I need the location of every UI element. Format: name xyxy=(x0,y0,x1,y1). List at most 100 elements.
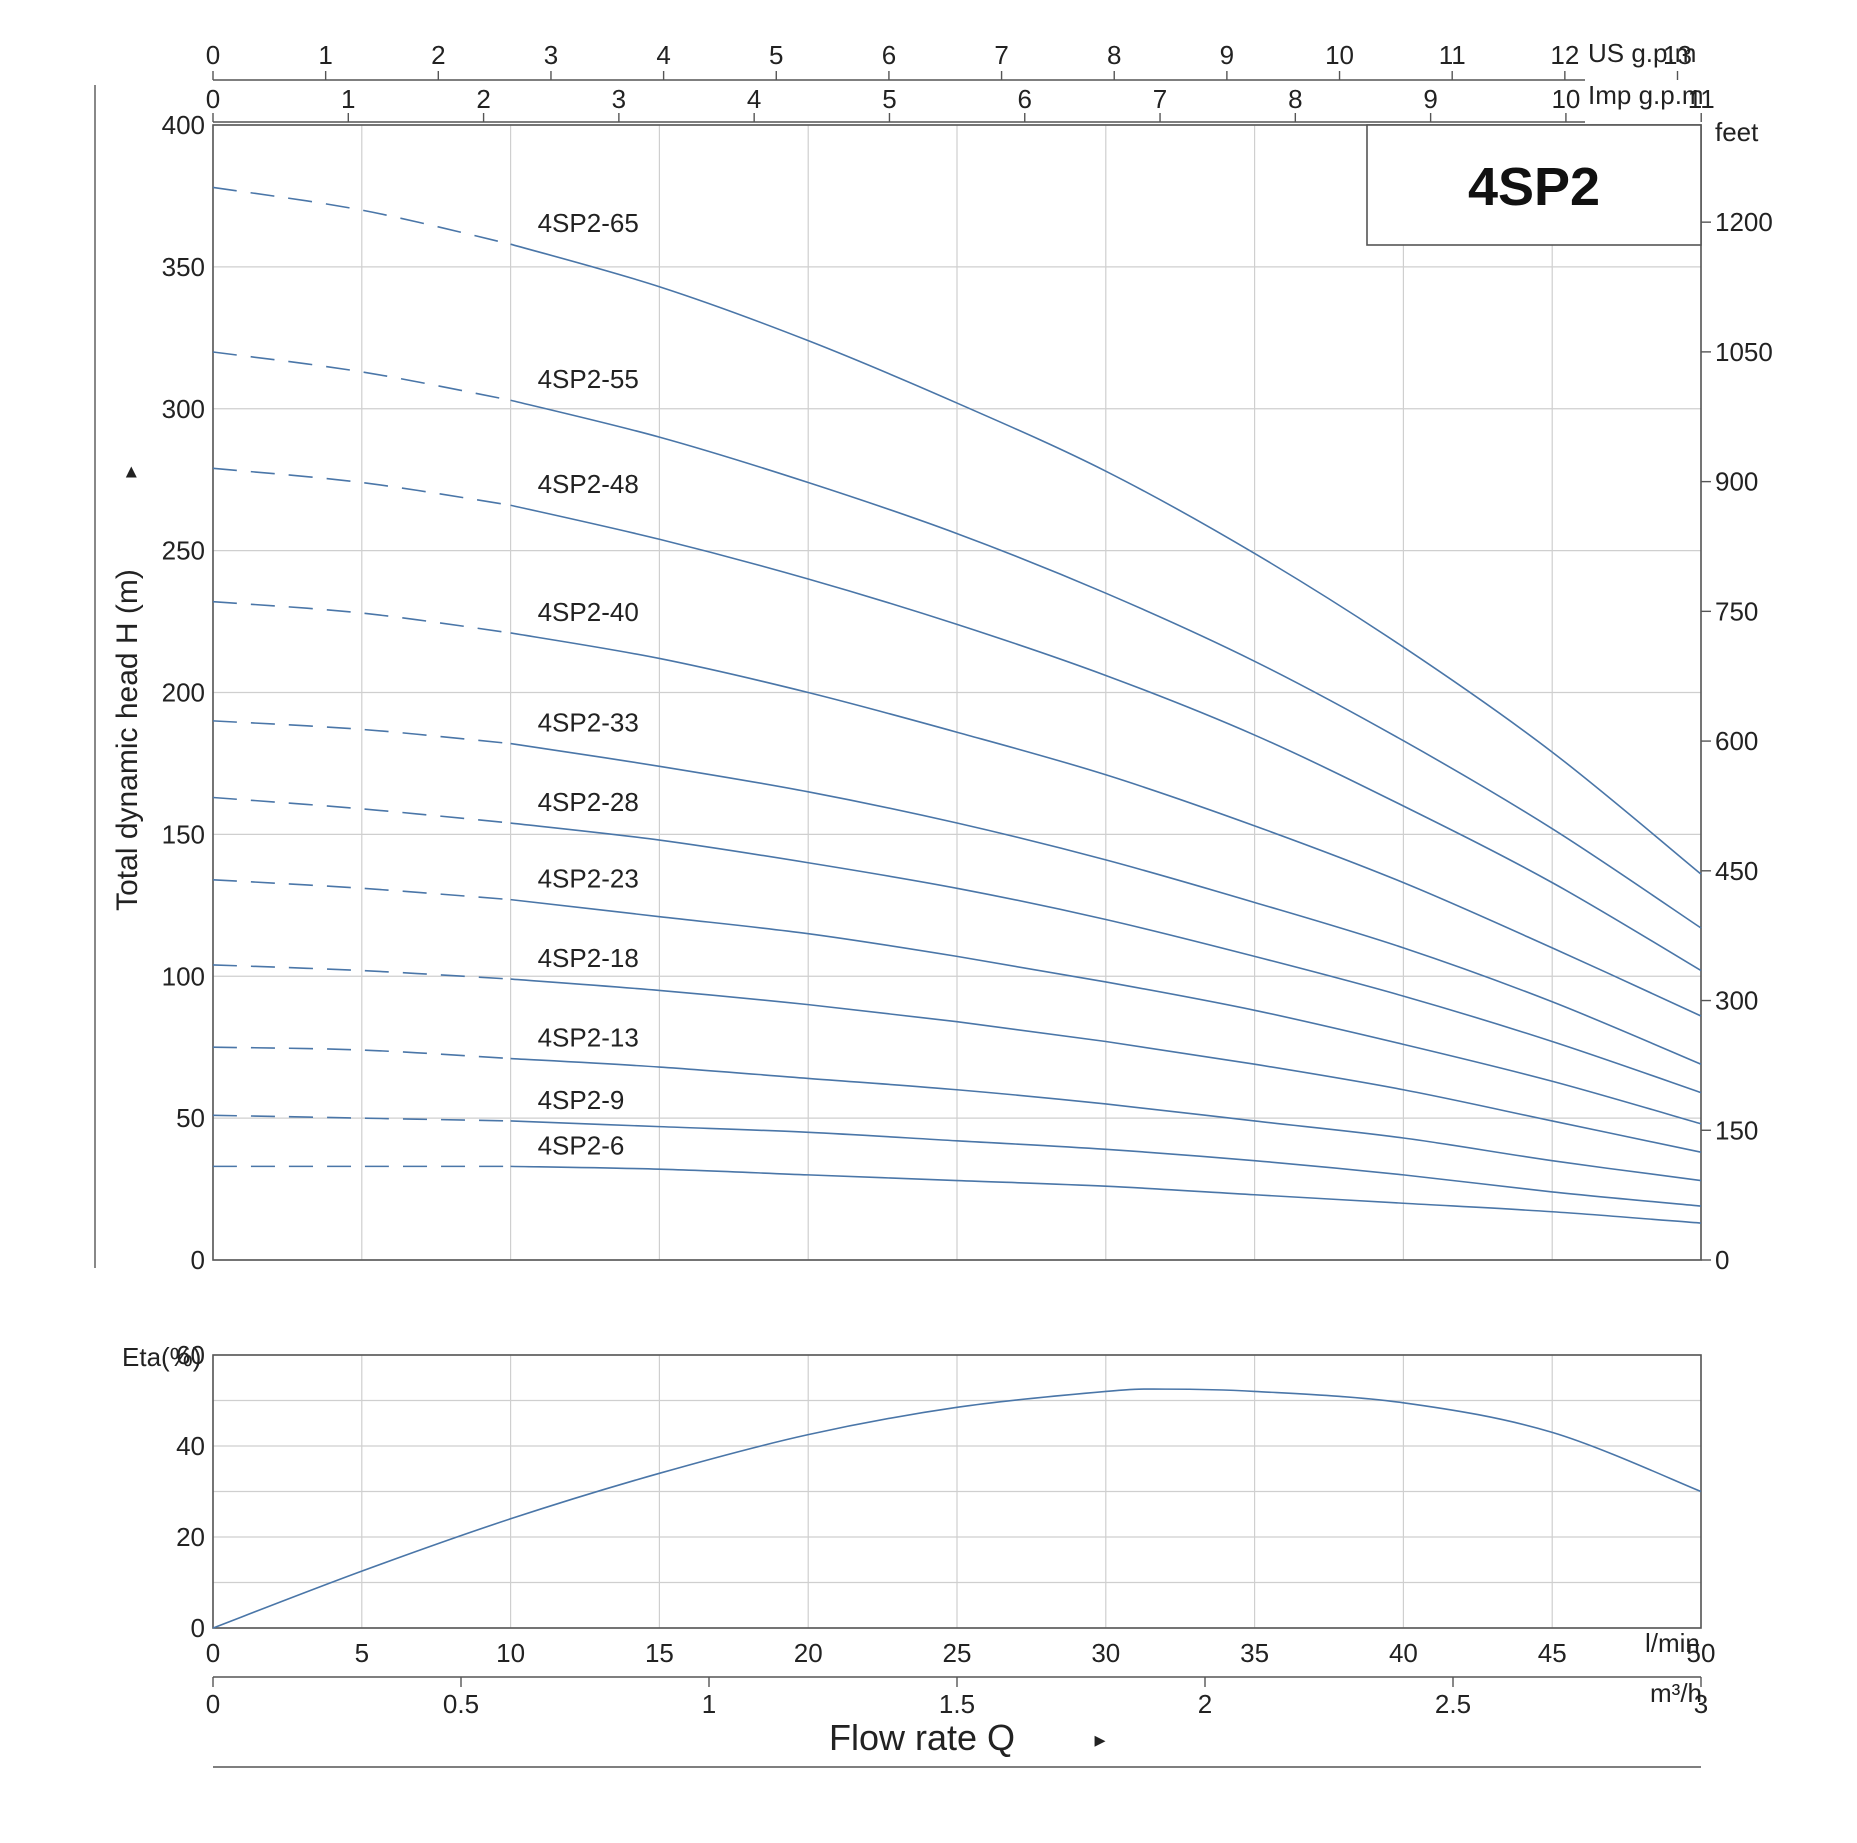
imp-gpm-tick-label: 1 xyxy=(341,84,355,114)
lmin-tick-label: 5 xyxy=(355,1638,369,1668)
y-tick-label: 350 xyxy=(162,252,205,282)
curve-solid-segment xyxy=(510,1165,1702,1224)
m3h-tick-label: 1 xyxy=(702,1689,716,1719)
imp-gpm-tick-label: 8 xyxy=(1288,84,1302,114)
curve-solid-segment xyxy=(510,632,1702,1017)
lmin-tick-label: 20 xyxy=(794,1638,823,1668)
y-tick-label: 400 xyxy=(162,110,205,140)
curve-dashed-segment xyxy=(212,186,511,245)
imp-gpm-tick-label: 0 xyxy=(206,84,220,114)
imp-gpm-unit-label: Imp g.p.m xyxy=(1588,80,1704,110)
us-gpm-tick-label: 6 xyxy=(882,40,896,70)
y-tick-label: 250 xyxy=(162,536,205,566)
us-gpm-tick-label: 1 xyxy=(318,40,332,70)
eta-tick-label: 40 xyxy=(176,1431,205,1461)
imp-gpm-tick-label: 11 xyxy=(1688,84,1715,114)
lmin-tick-label: 45 xyxy=(1538,1638,1567,1668)
y-tick-label: 300 xyxy=(162,394,205,424)
curve-solid-segment xyxy=(510,978,1702,1153)
series-label: 4SP2-48 xyxy=(538,469,639,499)
feet-tick-label: 600 xyxy=(1715,726,1758,756)
efficiency-curve xyxy=(212,1388,1702,1629)
curve-solid-segment xyxy=(510,1057,1702,1182)
chart-title: 4SP2 xyxy=(1468,157,1600,217)
y-tick-label: 200 xyxy=(162,678,205,708)
us-gpm-tick-label: 9 xyxy=(1220,40,1234,70)
feet-tick-label: 1050 xyxy=(1715,337,1773,367)
imp-gpm-tick-label: 7 xyxy=(1153,84,1167,114)
eta-tick-label: 20 xyxy=(176,1522,205,1552)
series-label: 4SP2-6 xyxy=(538,1130,625,1160)
curve-solid-segment xyxy=(510,742,1702,1065)
imp-gpm-tick-label: 9 xyxy=(1423,84,1437,114)
us-gpm-tick-label: 0 xyxy=(206,40,220,70)
x-axis-title-arrow: ▸ xyxy=(1094,1727,1105,1752)
curve-solid-segment xyxy=(510,243,1702,875)
series-label: 4SP2-55 xyxy=(538,364,639,394)
performance-curves xyxy=(212,186,1702,1629)
feet-tick-label: 1200 xyxy=(1715,207,1773,237)
m3h-tick-label: 3 xyxy=(1694,1689,1708,1719)
us-gpm-tick-label: 13 xyxy=(1663,40,1692,70)
tick-labels: 0501001502002503003504000150300450600750… xyxy=(162,40,1773,1719)
series-label: 4SP2-18 xyxy=(538,943,639,973)
eta-tick-label: 60 xyxy=(176,1340,205,1370)
series-label: 4SP2-28 xyxy=(538,787,639,817)
curve-solid-segment xyxy=(510,504,1702,972)
lmin-tick-label: 15 xyxy=(645,1638,674,1668)
m3h-tick-label: 2.5 xyxy=(1435,1689,1471,1719)
m3h-tick-label: 0.5 xyxy=(443,1689,479,1719)
us-gpm-tick-label: 10 xyxy=(1325,40,1354,70)
feet-unit-label: feet xyxy=(1715,117,1759,147)
series-label: 4SP2-65 xyxy=(538,208,639,238)
m3h-unit-label: m³/h xyxy=(1650,1678,1702,1708)
eta-tick-label: 0 xyxy=(191,1613,205,1643)
lmin-tick-label: 35 xyxy=(1240,1638,1269,1668)
imp-gpm-tick-label: 4 xyxy=(747,84,761,114)
us-gpm-tick-label: 8 xyxy=(1107,40,1121,70)
series-label: 4SP2-40 xyxy=(538,597,639,627)
imp-gpm-tick-label: 5 xyxy=(882,84,896,114)
us-gpm-tick-label: 11 xyxy=(1439,40,1466,70)
series-label: 4SP2-23 xyxy=(538,864,639,894)
lmin-tick-label: 50 xyxy=(1687,1638,1716,1668)
curve-solid-segment xyxy=(510,822,1702,1094)
y-tick-label: 100 xyxy=(162,961,205,991)
y-tick-label: 150 xyxy=(162,819,205,849)
series-label: 4SP2-33 xyxy=(538,708,639,738)
us-gpm-tick-label: 12 xyxy=(1550,40,1579,70)
lmin-tick-label: 10 xyxy=(496,1638,525,1668)
x-axis-title: Flow rate Q xyxy=(829,1717,1015,1758)
y-tick-label: 50 xyxy=(176,1103,205,1133)
series-label: 4SP2-13 xyxy=(538,1023,639,1053)
curve-solid-segment xyxy=(510,898,1702,1125)
lmin-tick-label: 0 xyxy=(206,1638,220,1668)
feet-tick-label: 300 xyxy=(1715,986,1758,1016)
m3h-tick-label: 1.5 xyxy=(939,1689,975,1719)
y-tick-label: 0 xyxy=(191,1245,205,1275)
feet-tick-label: 0 xyxy=(1715,1245,1729,1275)
lmin-tick-label: 40 xyxy=(1389,1638,1418,1668)
feet-tick-label: 750 xyxy=(1715,596,1758,626)
y-axis-title: Total dynamic head H (m) xyxy=(111,569,144,911)
lmin-unit-label: l/min xyxy=(1645,1628,1700,1658)
feet-tick-label: 900 xyxy=(1715,467,1758,497)
imp-gpm-tick-label: 3 xyxy=(612,84,626,114)
curve-solid-segment xyxy=(510,1120,1702,1207)
us-gpm-tick-label: 7 xyxy=(994,40,1008,70)
grid-lines xyxy=(212,124,1702,1629)
series-labels: 4SP2-65 4SP2-55 4SP2-48 4SP2-40 4SP2-33 4SP2-… xyxy=(538,208,639,1160)
head-plot-frame xyxy=(212,124,1702,1261)
feet-tick-label: 150 xyxy=(1715,1115,1758,1145)
m3h-tick-label: 2 xyxy=(1198,1689,1212,1719)
imp-gpm-tick-label: 6 xyxy=(1018,84,1032,114)
us-gpm-unit-label: US g.p.m xyxy=(1588,38,1696,68)
lmin-tick-label: 30 xyxy=(1091,1638,1120,1668)
lmin-tick-label: 25 xyxy=(943,1638,972,1668)
y-axis-title-arrow: ▸ xyxy=(117,466,142,477)
us-gpm-tick-label: 2 xyxy=(431,40,445,70)
imp-gpm-tick-label: 10 xyxy=(1551,84,1580,114)
series-label: 4SP2-9 xyxy=(538,1085,625,1115)
m3h-tick-label: 0 xyxy=(206,1689,220,1719)
